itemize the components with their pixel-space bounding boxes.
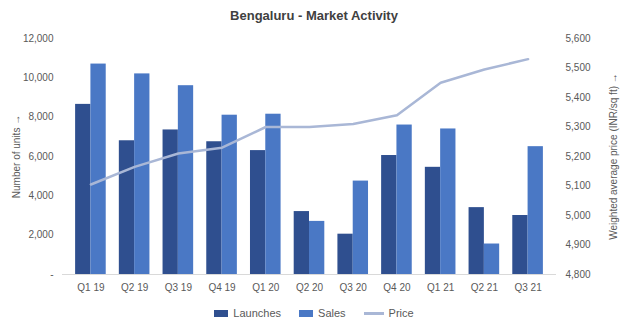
svg-text:4,000: 4,000 <box>28 190 53 201</box>
svg-text:Q1 20: Q1 20 <box>252 282 280 293</box>
svg-text:Weighted average price (INR/sq: Weighted average price (INR/sq ft) → <box>608 73 619 240</box>
svg-text:5,000: 5,000 <box>566 210 591 221</box>
svg-text:8,000: 8,000 <box>28 111 53 122</box>
svg-text:Q1 19: Q1 19 <box>77 282 105 293</box>
html-text:Price: Price <box>388 307 414 319</box>
svg-text:Q4 20: Q4 20 <box>383 282 411 293</box>
svg-text:5,400: 5,400 <box>566 92 591 103</box>
svg-text:Q2 19: Q2 19 <box>121 282 149 293</box>
svg-text:Q1 21: Q1 21 <box>427 282 455 293</box>
svg-text:6,000: 6,000 <box>28 151 53 162</box>
svg-text:-: - <box>50 269 53 280</box>
svg-text:Q2 21: Q2 21 <box>471 282 499 293</box>
svg-text:5,300: 5,300 <box>566 121 591 132</box>
svg-text:Number of units →: Number of units → <box>11 115 22 198</box>
svg-text:Q3 19: Q3 19 <box>165 282 193 293</box>
svg-text:12,000: 12,000 <box>23 33 54 44</box>
svg-text:Q4 19: Q4 19 <box>208 282 236 293</box>
svg-text:4,800: 4,800 <box>566 269 591 280</box>
svg-text:10,000: 10,000 <box>23 72 54 83</box>
svg-text:5,500: 5,500 <box>566 62 591 73</box>
svg-text:Q3 21: Q3 21 <box>514 282 542 293</box>
svg-text:2,000: 2,000 <box>28 229 53 240</box>
svg-text:5,100: 5,100 <box>566 180 591 191</box>
html-text:Bengaluru - Market Activity: Bengaluru - Market Activity <box>230 8 398 23</box>
html-text:Sales: Sales <box>318 307 346 319</box>
svg-text:4,900: 4,900 <box>566 239 591 250</box>
svg-text:5,600: 5,600 <box>566 33 591 44</box>
svg-text:Q2 20: Q2 20 <box>296 282 324 293</box>
html-text:Launches: Launches <box>233 307 282 319</box>
svg-text:Q3 20: Q3 20 <box>340 282 368 293</box>
svg-text:5,200: 5,200 <box>566 151 591 162</box>
